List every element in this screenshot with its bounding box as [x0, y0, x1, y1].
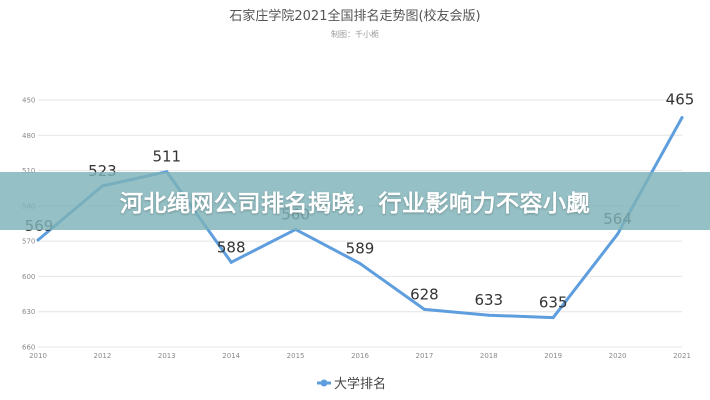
headline-banner: 河北绳网公司排名揭晓，行业影响力不容小觑 [0, 172, 710, 230]
data-point-2018 [487, 313, 491, 317]
headline-text: 河北绳网公司排名揭晓，行业影响力不容小觑 [120, 191, 590, 217]
data-point-2017 [422, 307, 426, 311]
data-point-2016 [358, 261, 362, 265]
data-label-2018: 633 [474, 291, 503, 309]
data-point-2019 [551, 316, 555, 320]
data-point-2021 [680, 116, 684, 120]
x-tick-2012: 2012 [93, 352, 111, 360]
data-label-2021: 465 [666, 91, 695, 109]
data-point-2014 [229, 260, 233, 264]
y-tick-630: 630 [22, 308, 35, 316]
x-tick-2020: 2020 [609, 352, 627, 360]
data-point-2010 [36, 238, 40, 242]
y-tick-450: 450 [22, 97, 35, 105]
legend[interactable]: 大学排名 [317, 376, 386, 392]
data-label-2013: 511 [152, 148, 181, 166]
x-tick-2015: 2015 [287, 352, 305, 360]
chart-title: 石家庄学院2021全国排名走势图(校友会版) [229, 8, 480, 24]
data-label-2014: 588 [217, 238, 246, 256]
legend-label: 大学排名 [334, 376, 386, 392]
y-tick-510: 510 [22, 167, 35, 175]
x-tick-2016: 2016 [351, 352, 369, 360]
x-axis-ticks: 2010 2012 2013 2014 2015 2016 2017 2018 2019 2020… [29, 352, 691, 360]
data-point-2020 [616, 232, 620, 236]
y-tick-600: 600 [22, 273, 35, 281]
chart-subtitle: 制图：千小栀 [331, 29, 379, 39]
x-tick-2019: 2019 [544, 352, 562, 360]
x-tick-2018: 2018 [480, 352, 498, 360]
x-tick-2014: 2014 [222, 352, 240, 360]
data-label-2016: 589 [346, 239, 375, 257]
y-tick-570: 570 [22, 238, 35, 246]
legend-dot-marker [320, 379, 328, 387]
data-label-2017: 628 [410, 285, 439, 303]
x-tick-2017: 2017 [415, 352, 433, 360]
x-tick-2013: 2013 [158, 352, 176, 360]
y-tick-660: 660 [22, 344, 35, 352]
y-tick-480: 480 [22, 132, 35, 140]
x-tick-2021: 2021 [673, 352, 691, 360]
data-label-2019: 635 [539, 294, 568, 312]
x-tick-2010: 2010 [29, 352, 47, 360]
